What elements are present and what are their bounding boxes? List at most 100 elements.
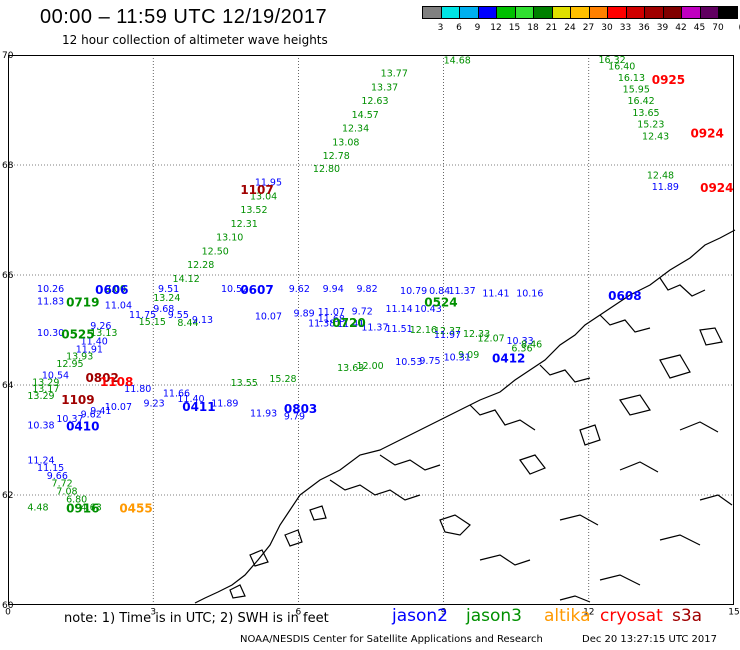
sat-altika-label: altika xyxy=(544,606,591,626)
swh-value-label: 9.66 xyxy=(47,471,68,482)
swh-value-label: 12.63 xyxy=(361,96,388,107)
swh-value-label: 9.79 xyxy=(284,411,305,422)
swh-value-label: 9.89 xyxy=(294,309,315,320)
page-title: 00:00 – 11:59 UTC 12/19/2017 xyxy=(40,6,328,28)
swh-value-label: 12.43 xyxy=(642,131,669,142)
y-tick-label: 64 xyxy=(2,381,14,391)
swh-value-label: 13.55 xyxy=(231,378,258,389)
legend-label: 39 xyxy=(656,23,669,33)
pass-time-label: 1109 xyxy=(61,393,94,407)
swh-value-label: 10.53 xyxy=(395,357,422,368)
swh-value-label: 11.89 xyxy=(211,399,238,410)
swh-value-label: 10.52 xyxy=(221,284,248,295)
swh-value-label: 9.72 xyxy=(352,306,373,317)
pass-time-label: 0524 xyxy=(424,295,457,309)
swh-value-label: 12.31 xyxy=(231,219,258,230)
swh-value-label: 4.48 xyxy=(27,503,48,514)
swh-value-label: 10.30 xyxy=(37,328,64,339)
pass-time-label: 0412 xyxy=(492,352,525,366)
footer-note: note: 1) Time is in UTC; 2) SWH is in fe… xyxy=(64,611,329,626)
coast-detail-5 xyxy=(599,574,641,586)
coast-fjords-6 xyxy=(659,277,706,297)
swh-value-label: 10.07 xyxy=(105,402,132,413)
swh-value-label: 13.63 xyxy=(337,363,364,374)
pass-time-label: 0802 xyxy=(85,371,118,385)
legend-label: 6 xyxy=(456,23,462,33)
swh-value-label: 11.66 xyxy=(163,388,190,399)
coast-island-a xyxy=(439,514,471,536)
swh-value-label: 0.84 xyxy=(429,286,450,297)
sat-cryosat-label: cryosat xyxy=(600,606,663,626)
legend-label: 27 xyxy=(582,23,595,33)
coast-island-c xyxy=(579,424,601,446)
sat-jason2-label: jason2 xyxy=(392,606,448,626)
swh-value-label: 11.93 xyxy=(250,409,277,420)
coast-detail-8 xyxy=(559,595,591,603)
swh-value-label: 13.24 xyxy=(153,293,180,304)
swh-value-label: 10.07 xyxy=(255,311,282,322)
coast-lakes-3 xyxy=(699,327,723,346)
pass-time-label: 0803 xyxy=(284,402,317,416)
swh-value-label: 10.26 xyxy=(37,284,64,295)
swh-value-label: 12.16 xyxy=(410,325,437,336)
legend-unit: (ft) xyxy=(739,23,740,33)
swh-value-label: 12.95 xyxy=(56,359,83,370)
swh-value-label: 11.75 xyxy=(129,310,156,321)
swh-value-label: 13.04 xyxy=(250,191,277,202)
swh-value-label: 9.82 xyxy=(356,284,377,295)
legend-label: 18 xyxy=(527,23,539,33)
pass-time-label: 0455 xyxy=(119,502,152,516)
swh-value-label: 13.13 xyxy=(90,328,117,339)
coast-fjords-1 xyxy=(329,479,421,501)
swh-value-label: 6.80 xyxy=(66,494,87,505)
credit-text: NOAA/NESDIS Center for Satellite Applica… xyxy=(240,634,543,645)
swh-value-label: 7.08 xyxy=(56,487,77,498)
swh-value-label: 14.12 xyxy=(173,274,200,285)
swh-value-label: 14.68 xyxy=(444,56,471,67)
swh-value-label: 11.80 xyxy=(124,384,151,395)
grid-lines xyxy=(8,55,734,605)
coast-detail-1 xyxy=(479,554,531,566)
legend-label: 9 xyxy=(474,23,481,33)
coast-lakes-2 xyxy=(659,354,691,379)
legend-label: 45 xyxy=(693,23,706,33)
legend-label: 42 xyxy=(675,23,687,33)
swh-value-label: 8.46 xyxy=(521,339,542,350)
swh-value-label: 11.51 xyxy=(386,324,413,335)
swh-value-label: 9.00 xyxy=(105,284,126,295)
legend-label: 36 xyxy=(638,23,650,33)
y-tick-label: 68 xyxy=(2,161,14,171)
swh-value-label: 11.24 xyxy=(27,455,54,466)
swh-value-label: 11.95 xyxy=(255,178,282,189)
swh-value-label: 13.29 xyxy=(27,391,54,402)
swh-value-label: 13.77 xyxy=(381,69,408,80)
swh-value-label: 12.33 xyxy=(463,329,490,340)
coast-island-g xyxy=(309,505,327,521)
coast-island-d xyxy=(249,549,269,567)
pass-time-label: 0916 xyxy=(66,502,99,516)
legend-label: 21 xyxy=(545,23,558,33)
x-tick-label: 0 xyxy=(5,608,11,618)
swh-value-label: 13.37 xyxy=(371,82,398,93)
swh-value-label: 15.23 xyxy=(637,119,664,130)
pass-time-label: 0606 xyxy=(95,283,128,297)
pass-time-label: 0719 xyxy=(66,295,99,309)
swh-value-label: 11.04 xyxy=(105,300,132,311)
pass-time-label: 0411 xyxy=(182,400,215,414)
swh-value-label: 12.34 xyxy=(342,124,369,135)
swh-value-label: 13.10 xyxy=(216,233,243,244)
y-tick-label: 60 xyxy=(2,601,14,611)
coast-detail-7 xyxy=(699,494,733,506)
swh-value-label: 12.78 xyxy=(323,151,350,162)
x-tick-label: 6 xyxy=(296,608,302,618)
swh-value-label: 15.95 xyxy=(623,85,650,96)
coast-fjords-4 xyxy=(539,364,591,383)
swh-value-label: 9.26 xyxy=(90,321,111,332)
swh-value-label: 10.54 xyxy=(42,371,69,382)
swh-value-label: 11.37 xyxy=(448,286,475,297)
x-tick-label: 12 xyxy=(583,608,594,618)
sat-jason3-label: jason3 xyxy=(466,606,522,626)
swh-value-label: 9.55 xyxy=(168,310,189,321)
